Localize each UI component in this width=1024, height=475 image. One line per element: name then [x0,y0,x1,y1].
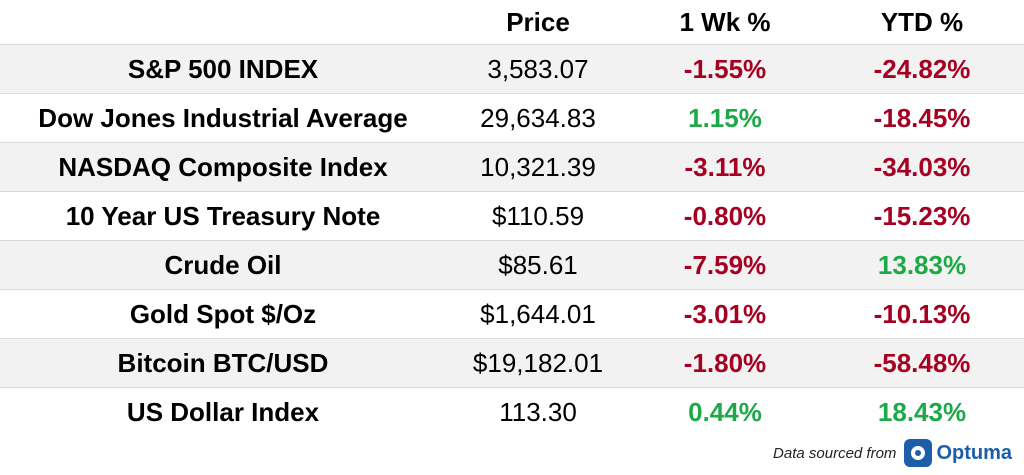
ytd-change-value: -10.13% [873,299,971,329]
optuma-logo-icon [904,439,933,467]
week-change-value: 0.44% [688,397,762,427]
price-value: 29,634.83 [480,103,596,133]
ytd-change-value: -24.82% [873,54,971,84]
week-change-value: -3.11% [684,152,766,182]
ytd-change-value: -58.48% [873,348,971,378]
header-ytd-change: YTD % [880,7,964,37]
week-change-value: 1.15% [688,103,762,133]
instrument-name: S&P 500 INDEX [127,54,319,84]
week-change-value: -0.80% [683,201,767,231]
week-change-value: -1.55% [683,54,767,84]
ytd-change-value: -34.03% [873,152,971,182]
optuma-logo-text: Optuma [936,441,1012,464]
table-row: US Dollar Index 113.30 0.44% 18.43% [0,387,1024,436]
ytd-change-value: -15.23% [873,201,971,231]
instrument-name: Crude Oil [164,250,282,280]
instrument-name: 10 Year US Treasury Note [65,201,381,231]
instrument-name: US Dollar Index [126,397,320,427]
table-row: Gold Spot $/Oz $1,644.01 -3.01% -10.13% [0,289,1024,338]
price-value: $110.59 [491,201,585,231]
table-header-row: Price 1 Wk % YTD % [0,0,1024,44]
price-value: $1,644.01 [480,299,596,329]
week-change-value: -7.59% [683,250,767,280]
price-value: 10,321.39 [480,152,596,182]
instrument-name: Gold Spot $/Oz [129,299,317,329]
week-change-value: -3.01% [683,299,767,329]
ytd-change-value: -18.45% [873,103,971,133]
data-source-footer: Data sourced from Optuma [773,439,1012,467]
ytd-change-value: 13.83% [877,250,967,280]
optuma-logo: Optuma [904,439,1012,467]
table-row: S&P 500 INDEX 3,583.07 -1.55% -24.82% [0,44,1024,93]
table-row: 10 Year US Treasury Note $110.59 -0.80% … [0,191,1024,240]
price-value: $85.61 [498,250,578,280]
week-change-value: -1.80% [683,348,767,378]
source-caption: Data sourced from [773,444,897,462]
header-price: Price [506,7,570,37]
instrument-name: NASDAQ Composite Index [58,152,388,182]
table-row: Dow Jones Industrial Average 29,634.83 1… [0,93,1024,142]
instrument-name: Dow Jones Industrial Average [38,103,408,133]
ytd-change-value: 18.43% [877,397,967,427]
price-value: 113.30 [499,397,577,427]
table-row: Crude Oil $85.61 -7.59% 13.83% [0,240,1024,289]
price-value: 3,583.07 [487,54,589,84]
instrument-name: Bitcoin BTC/USD [117,348,329,378]
header-week-change: 1 Wk % [679,7,771,37]
table-row: NASDAQ Composite Index 10,321.39 -3.11% … [0,142,1024,191]
market-summary-table: Price 1 Wk % YTD % S&P 500 INDEX 3,583.0… [0,0,1024,436]
price-value: $19,182.01 [472,348,604,378]
table-row: Bitcoin BTC/USD $19,182.01 -1.80% -58.48… [0,338,1024,387]
